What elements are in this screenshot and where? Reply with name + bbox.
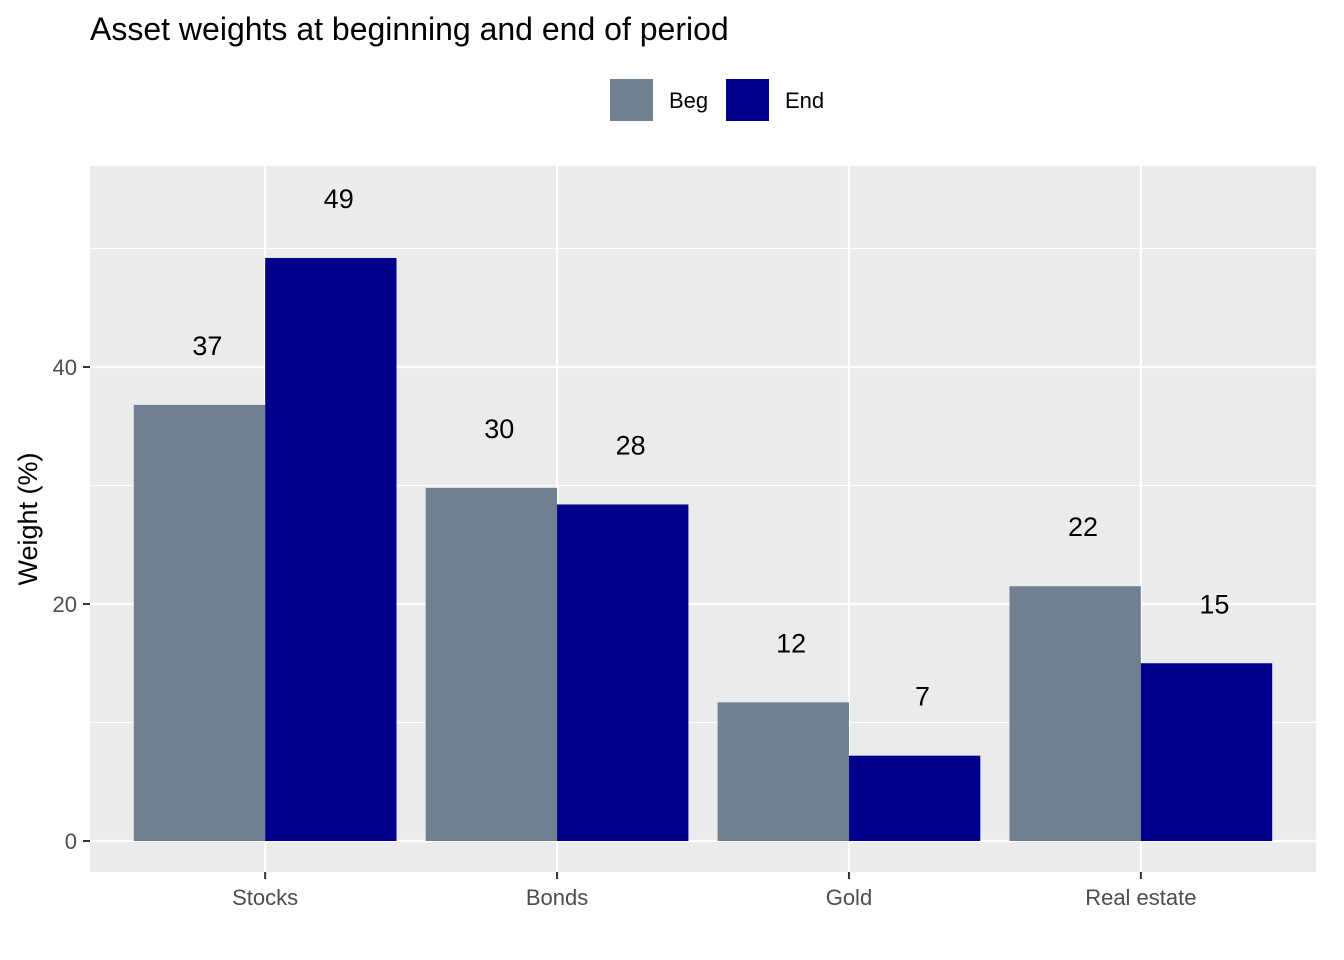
legend-swatch <box>610 79 653 121</box>
bar <box>557 504 689 841</box>
chart-title: Asset weights at beginning and end of pe… <box>90 11 729 47</box>
data-label: 30 <box>484 414 514 444</box>
x-tick-label: Bonds <box>526 885 588 910</box>
data-label: 15 <box>1199 589 1229 619</box>
legend-label: End <box>785 88 824 113</box>
data-label: 49 <box>324 184 354 214</box>
x-axis: Stocks Bonds Gold Real estate <box>232 872 1197 910</box>
legend-swatch <box>726 79 769 121</box>
bar <box>425 487 558 841</box>
y-tick-label: 20 <box>53 592 77 617</box>
data-labels: 37 30 12 22 49 28 7 15 <box>192 184 1229 712</box>
bar <box>1140 663 1273 841</box>
data-label: 12 <box>776 628 806 658</box>
data-label: 22 <box>1068 512 1098 542</box>
x-tick-label: Gold <box>826 885 872 910</box>
y-tick-label: 0 <box>65 829 77 854</box>
bar <box>133 404 266 841</box>
data-label: 7 <box>915 682 930 712</box>
x-tick-label: Real estate <box>1085 885 1196 910</box>
bar <box>848 755 981 841</box>
x-tick-label: Stocks <box>232 885 298 910</box>
bar <box>717 702 849 841</box>
bar <box>1009 586 1141 841</box>
bars <box>133 257 1273 842</box>
y-axis: 0 20 40 <box>53 355 90 854</box>
y-axis-title: Weight (%) <box>13 452 43 585</box>
legend: Beg End <box>610 79 824 121</box>
data-label: 37 <box>192 331 222 361</box>
bar <box>265 257 397 842</box>
data-label: 28 <box>616 430 646 460</box>
y-tick-label: 40 <box>53 355 77 380</box>
legend-label: Beg <box>669 88 708 113</box>
